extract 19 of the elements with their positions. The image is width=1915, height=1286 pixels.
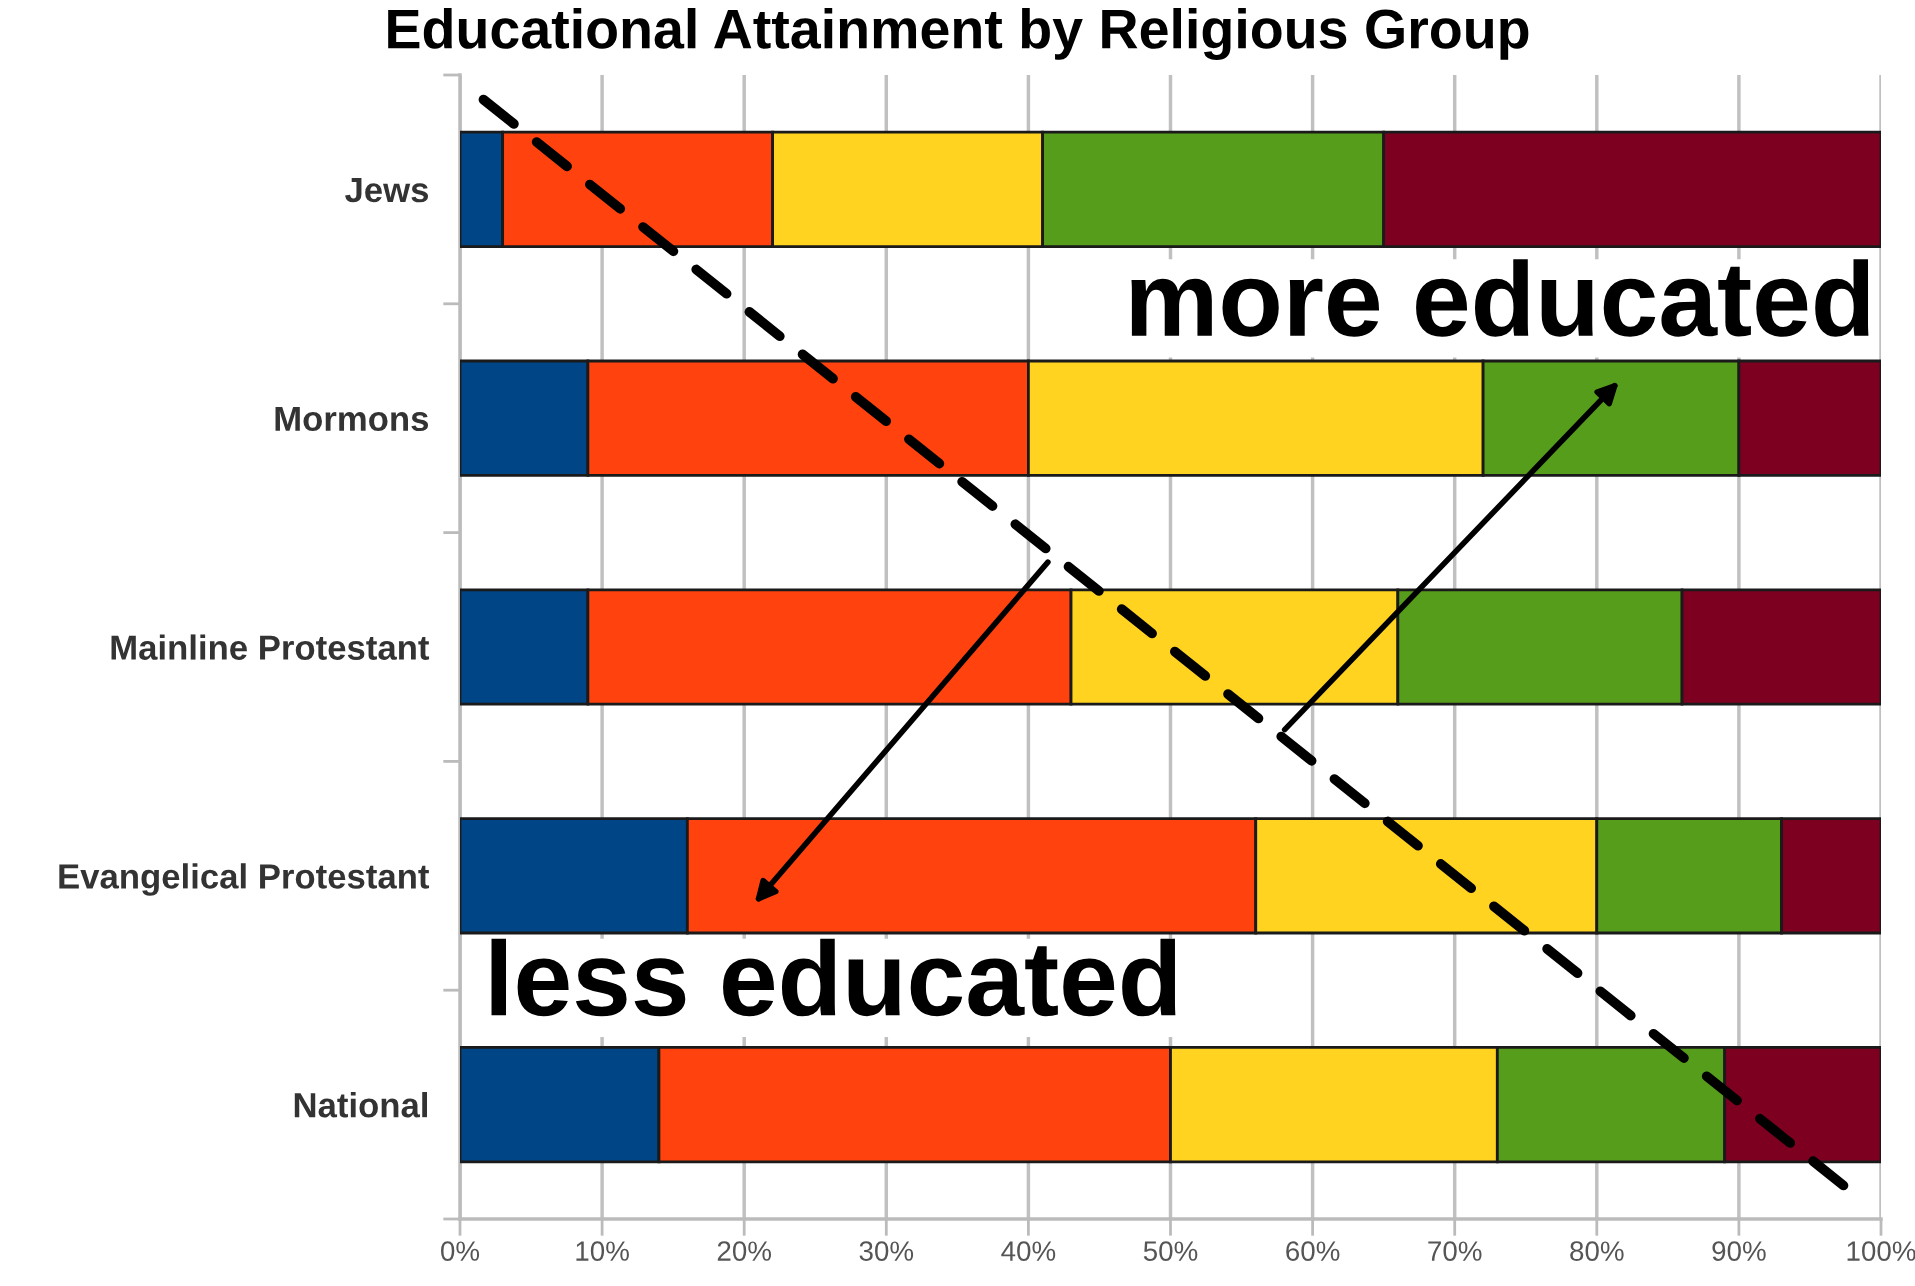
x-tick-label: 70% (1428, 1241, 1482, 1261)
annotation: more educated (1131, 259, 1869, 337)
y-tick-label: National (294, 1092, 427, 1118)
x-tick-label: 10% (576, 1241, 629, 1261)
x-tick-label: 60% (1286, 1241, 1340, 1261)
x-tick-label: 80% (1570, 1241, 1624, 1261)
x-tick-label: 50% (1143, 1241, 1198, 1261)
chart-title: Educational Attainment by Religious Group (388, 8, 1529, 61)
y-tick-label: Evangelical Protestant (59, 863, 430, 896)
x-tick-label: 90% (1712, 1241, 1766, 1261)
y-tick-label: Jews (345, 178, 429, 203)
x-tick-label: 30% (859, 1241, 914, 1261)
x-tick-label: 40% (1001, 1241, 1056, 1261)
x-tick-label: 20% (717, 1241, 772, 1261)
y-tick-label: Mainline Protestant (111, 634, 430, 660)
x-tick-label: 0% (441, 1241, 480, 1261)
annotation: less educated (491, 938, 1176, 1017)
y-tick-label: Mormons (275, 406, 429, 432)
x-tick-label: 100% (1847, 1241, 1915, 1261)
